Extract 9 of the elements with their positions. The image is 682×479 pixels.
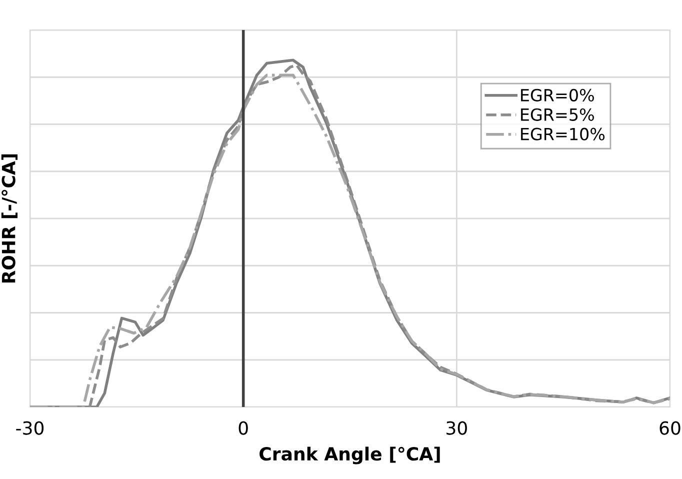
y-axis-title: ROHR [-/°CA] (1, 154, 18, 283)
x-tick-label: 0 (238, 421, 248, 435)
legend-label: EGR=0% (521, 88, 594, 102)
legend-label: EGR=5% (521, 108, 594, 121)
x-tick-label: 60 (660, 421, 680, 435)
x-tick-label: -30 (16, 421, 44, 435)
legend-label: EGR=10% (521, 128, 605, 140)
x-tick-label: 30 (446, 421, 467, 435)
x-axis-title: Crank Angle [°CA] (260, 446, 440, 464)
